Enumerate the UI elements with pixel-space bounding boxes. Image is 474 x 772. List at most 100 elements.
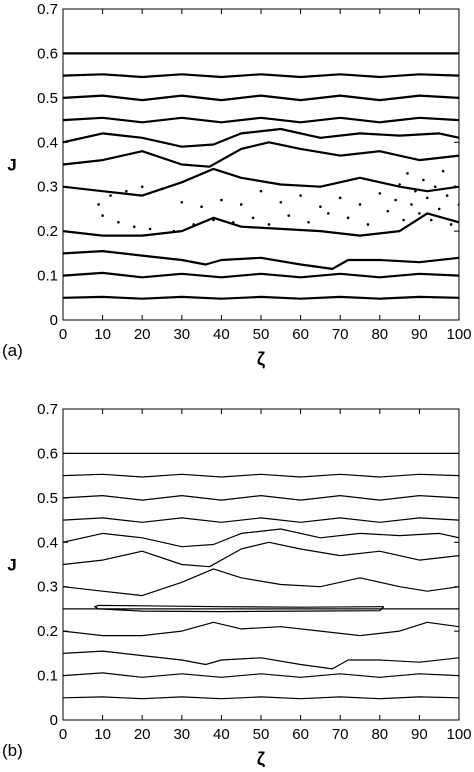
series-line-3 bbox=[63, 621, 459, 637]
scatter-point bbox=[418, 212, 421, 215]
series-line-0 bbox=[63, 696, 459, 700]
y-tick-label: 0.1 bbox=[37, 668, 58, 685]
series-line-12 bbox=[94, 604, 385, 613]
scatter-point bbox=[453, 185, 457, 189]
scatter-point bbox=[429, 218, 433, 222]
y-tick-label: 0.2 bbox=[37, 623, 58, 640]
x-axis-label: ζ bbox=[257, 349, 265, 370]
x-tick-label: 80 bbox=[371, 726, 388, 743]
y-tick-label: 0.7 bbox=[37, 401, 58, 418]
x-tick-label: 10 bbox=[94, 326, 111, 343]
series-line-6 bbox=[63, 541, 459, 568]
scatter-point bbox=[212, 218, 215, 222]
scatter-point bbox=[287, 214, 291, 217]
y-tick-label: 0.2 bbox=[37, 223, 58, 240]
scatter-point bbox=[422, 178, 425, 182]
scatter-point bbox=[220, 198, 223, 202]
x-tick-label: 40 bbox=[213, 326, 230, 343]
series-line-0 bbox=[63, 295, 459, 300]
x-tick-label: 70 bbox=[332, 726, 349, 743]
scatter-point bbox=[140, 185, 144, 189]
y-tick-label: 0.4 bbox=[37, 534, 58, 551]
y-tick-label: 0 bbox=[50, 712, 58, 729]
scatter-point bbox=[386, 209, 390, 213]
scatter-point bbox=[251, 216, 255, 220]
scatter-point bbox=[378, 192, 382, 195]
scatter-point bbox=[338, 196, 342, 200]
data-layer bbox=[63, 452, 459, 700]
scatter-point bbox=[394, 198, 397, 202]
y-tick-label: 0.4 bbox=[37, 134, 58, 151]
scatter-point bbox=[259, 189, 263, 193]
series-line-9 bbox=[63, 73, 459, 79]
series-line-5 bbox=[63, 141, 459, 168]
scatter-point bbox=[101, 214, 104, 217]
x-tick-label: 60 bbox=[292, 326, 309, 343]
y-axis-label: J bbox=[7, 556, 16, 575]
scatter-point bbox=[192, 223, 195, 226]
x-tick-label: 30 bbox=[173, 326, 190, 343]
scatter-point bbox=[406, 172, 409, 175]
scatter-point bbox=[160, 187, 164, 191]
scatter-point bbox=[125, 189, 128, 193]
x-tick-label: 80 bbox=[371, 326, 388, 343]
scatter-point bbox=[307, 220, 310, 224]
scatter-point bbox=[239, 203, 243, 206]
x-tick-label: 90 bbox=[411, 326, 428, 343]
series-line-10 bbox=[63, 473, 459, 478]
scatter-point bbox=[437, 207, 441, 211]
scatter-point bbox=[299, 194, 302, 197]
x-tick-label: 10 bbox=[94, 726, 111, 743]
scatter-point bbox=[172, 229, 176, 233]
scatter-point bbox=[319, 205, 322, 209]
series-line-4 bbox=[63, 167, 459, 197]
scatter-point bbox=[358, 203, 362, 206]
y-tick-label: 0.1 bbox=[37, 268, 58, 285]
x-tick-label: 0 bbox=[59, 326, 67, 343]
y-tick-label: 0.6 bbox=[37, 445, 58, 462]
scatter-point bbox=[366, 223, 370, 226]
scatter-point bbox=[267, 223, 271, 226]
panel-label: (b) bbox=[2, 741, 23, 760]
y-tick-label: 0.5 bbox=[37, 90, 58, 107]
x-tick-label: 30 bbox=[173, 726, 190, 743]
scatter-point bbox=[402, 218, 405, 222]
series-line-9 bbox=[63, 495, 459, 501]
y-tick-label: 0.3 bbox=[37, 579, 58, 596]
scatter-point bbox=[117, 220, 120, 224]
data-layer bbox=[63, 52, 459, 300]
x-tick-label: 90 bbox=[411, 726, 428, 743]
series-line-7 bbox=[63, 116, 459, 124]
scatter-point bbox=[200, 205, 203, 209]
y-tick-label: 0.5 bbox=[37, 490, 58, 507]
x-axis-label: ζ bbox=[257, 749, 265, 767]
scatter-point bbox=[457, 203, 459, 206]
y-tick-label: 0.3 bbox=[37, 179, 58, 196]
scatter-point bbox=[414, 189, 417, 193]
scatter-point bbox=[231, 220, 235, 224]
scatter-point bbox=[398, 183, 401, 186]
scatter-point bbox=[426, 196, 429, 200]
series-line-1 bbox=[63, 271, 459, 279]
chart-panel-0: 0 10 20 30 40 50 60 70 80 90 100 0 0.1 0.2 0.3 0.4 0.5 0.… bbox=[2, 1, 472, 370]
panel-label: (a) bbox=[2, 341, 23, 360]
scatter-point bbox=[449, 223, 453, 226]
series-line-5 bbox=[63, 568, 459, 597]
x-tick-label: 60 bbox=[292, 726, 309, 743]
scatter-point bbox=[279, 200, 283, 204]
scatter-point bbox=[327, 212, 330, 215]
scatter-point bbox=[346, 216, 350, 220]
chart-panel-1: 0 10 20 30 40 50 60 70 80 90 100 0 0.1 0.2 0.3 0.4 0.5 0.… bbox=[2, 401, 472, 770]
scatter-point bbox=[180, 200, 184, 204]
scatter-point bbox=[433, 185, 437, 189]
series-line-6 bbox=[63, 127, 459, 148]
series-line-8 bbox=[63, 517, 459, 523]
scatter-point bbox=[148, 227, 152, 231]
x-tick-label: 20 bbox=[134, 326, 151, 343]
series-line-8 bbox=[63, 94, 459, 102]
y-tick-label: 0.7 bbox=[37, 1, 58, 18]
scatter-point bbox=[109, 194, 112, 197]
series-line-2 bbox=[63, 650, 459, 670]
y-tick-label: 0 bbox=[50, 312, 58, 329]
